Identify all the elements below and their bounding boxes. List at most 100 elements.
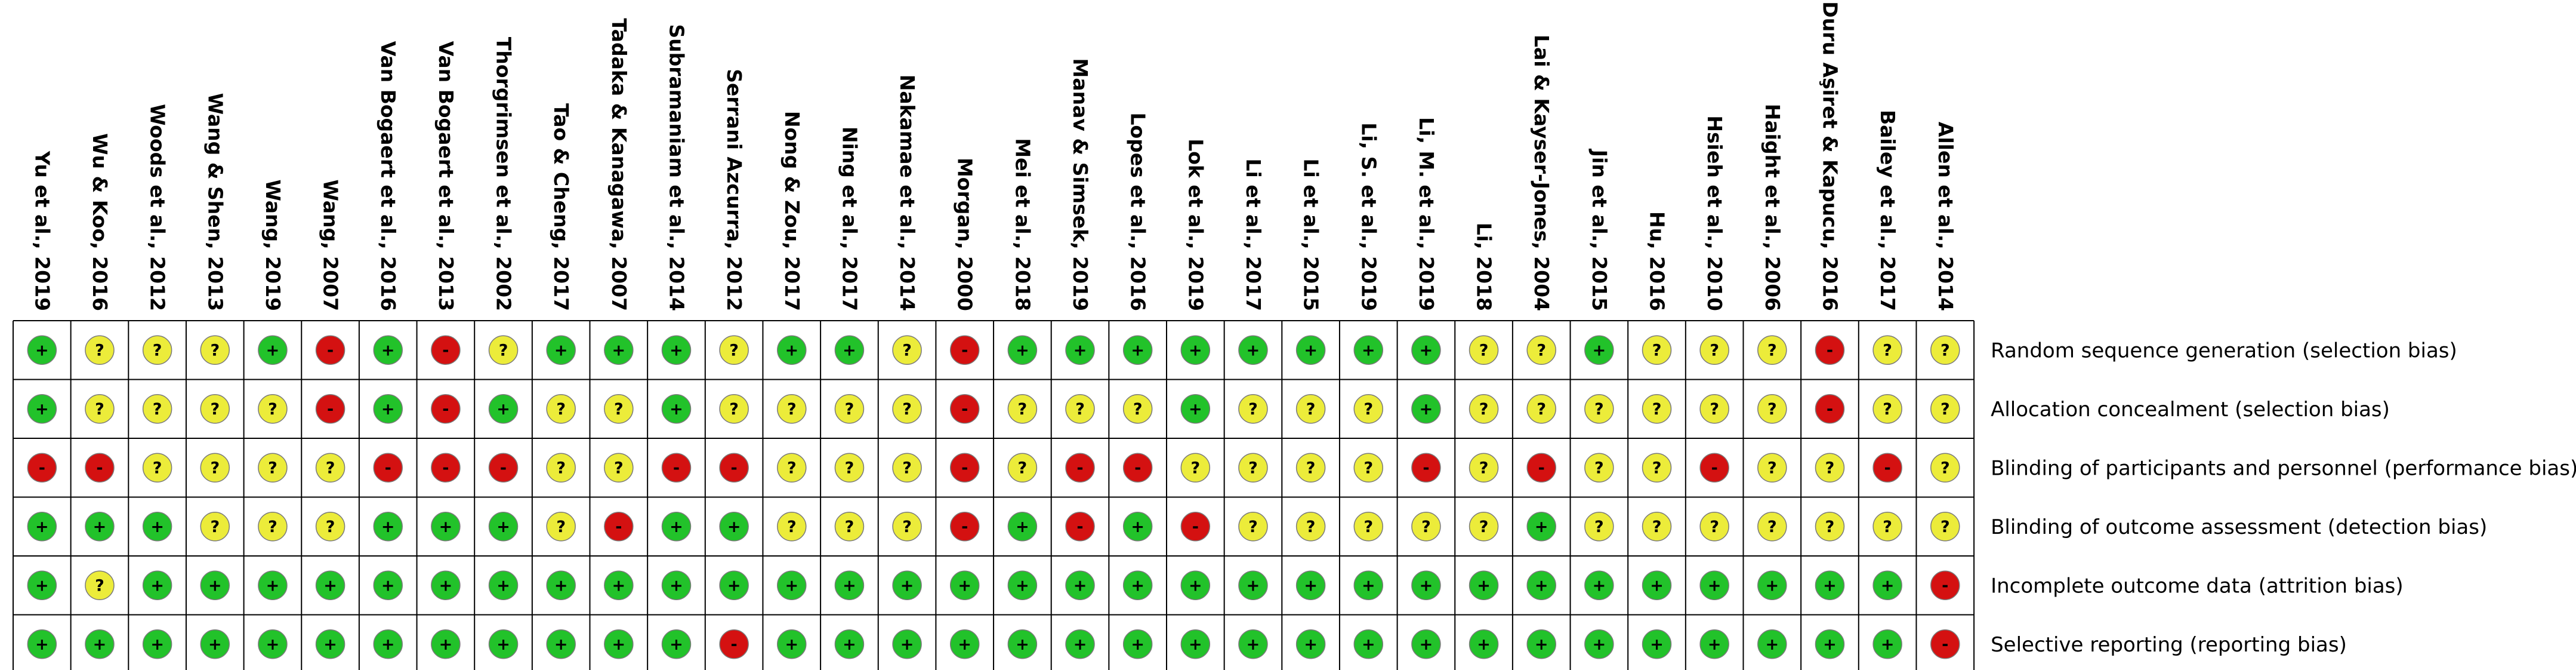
judgement-circle — [200, 570, 230, 600]
study-label: Mei et al., 2018 — [1011, 138, 1034, 311]
judgement-circle — [1526, 629, 1556, 659]
judgement-symbol: ? — [902, 459, 912, 477]
judgement-circle — [258, 570, 288, 600]
judgement-low: + — [1526, 570, 1556, 600]
judgement-low: + — [949, 570, 980, 600]
judgement-unclear: ? — [315, 512, 345, 542]
judgement-circle — [85, 453, 115, 482]
judgement-symbol: + — [1650, 635, 1664, 654]
judgement-circle — [488, 394, 519, 424]
judgement-symbol: + — [785, 635, 798, 654]
judgement-circle — [258, 512, 288, 542]
judgement-symbol: + — [208, 635, 222, 654]
judgement-low: + — [1353, 570, 1384, 600]
judgement-circle — [949, 453, 980, 482]
judgement-circle — [546, 629, 576, 659]
judgement-circle — [661, 570, 692, 600]
judgement-circle — [1353, 394, 1384, 424]
judgement-circle — [1930, 629, 1960, 659]
judgement-low: + — [1815, 570, 1845, 600]
study-label: Allen et al., 2014 — [1934, 122, 1957, 311]
judgement-unclear: ? — [258, 512, 288, 542]
judgement-circle — [373, 335, 403, 365]
judgement-symbol: + — [1016, 341, 1029, 359]
study-label: Tadaka & Kanagawa, 2007 — [607, 18, 631, 311]
judgement-symbol: ? — [1941, 459, 1950, 477]
judgement-low: + — [1238, 629, 1268, 659]
judgement-circle — [834, 453, 865, 482]
judgement-circle — [661, 512, 692, 542]
study-label: Manav & Simsek, 2019 — [1069, 59, 1092, 311]
judgement-low: + — [1411, 335, 1441, 365]
judgement-low: + — [777, 629, 807, 659]
judgement-circle — [892, 394, 922, 424]
judgement-low: + — [1642, 570, 1672, 600]
judgement-circle — [142, 512, 172, 542]
judgement-low: + — [27, 629, 57, 659]
judgement-low: + — [1411, 394, 1441, 424]
judgement-symbol: + — [843, 341, 856, 359]
judgement-symbol: ? — [1537, 400, 1546, 419]
judgement-unclear: ? — [1815, 453, 1845, 482]
judgement-symbol: - — [1827, 400, 1833, 419]
judgement-symbol: + — [1362, 341, 1375, 359]
domain-label: Blinding of outcome assessment (detectio… — [1991, 515, 2487, 539]
judgement-low: + — [661, 335, 692, 365]
judgement-circle — [1815, 335, 1845, 365]
judgement-low: + — [1872, 570, 1902, 600]
judgement-circle — [1642, 335, 1672, 365]
judgement-circle — [546, 453, 576, 482]
judgement-unclear: ? — [892, 512, 922, 542]
study-label: Wang, 2007 — [319, 180, 343, 311]
judgement-unclear: ? — [777, 394, 807, 424]
judgement-low: + — [1238, 570, 1268, 600]
judgement-low: + — [1122, 335, 1153, 365]
judgement-symbol: ? — [268, 518, 277, 536]
judgement-unclear: ? — [1930, 335, 1960, 365]
judgement-high: - — [1065, 453, 1095, 482]
judgement-symbol: ? — [902, 518, 912, 536]
judgement-low: + — [142, 629, 172, 659]
judgement-symbol: + — [1304, 576, 1318, 595]
judgement-unclear: ? — [142, 453, 172, 482]
judgement-symbol: + — [1073, 635, 1087, 654]
judgement-symbol: + — [1420, 635, 1433, 654]
judgement-symbol: + — [727, 576, 741, 595]
judgement-circle — [315, 512, 345, 542]
judgement-unclear: ? — [1815, 512, 1845, 542]
judgement-high: - — [949, 394, 980, 424]
judgement-circle — [85, 512, 115, 542]
study-label: Woods et al., 2012 — [146, 104, 169, 311]
judgement-symbol: - — [1711, 459, 1718, 477]
judgement-circle — [27, 629, 57, 659]
judgement-circle — [1122, 335, 1153, 365]
judgement-circle — [200, 512, 230, 542]
judgement-symbol: + — [1766, 576, 1779, 595]
judgement-low: + — [777, 570, 807, 600]
judgement-unclear: ? — [258, 453, 288, 482]
judgement-circle — [949, 335, 980, 365]
judgement-symbol: ? — [1941, 341, 1950, 359]
judgement-symbol: ? — [1941, 400, 1950, 419]
judgement-symbol: + — [1016, 576, 1029, 595]
judgement-high: - — [373, 453, 403, 482]
judgement-symbol: + — [843, 635, 856, 654]
judgement-symbol: ? — [845, 518, 854, 536]
judgement-symbol: ? — [556, 518, 566, 536]
judgement-circle — [604, 512, 634, 542]
judgement-symbol: + — [1420, 400, 1433, 419]
judgement-low: + — [1584, 335, 1614, 365]
judgement-high: - — [949, 335, 980, 365]
judgement-circle — [373, 629, 403, 659]
judgement-unclear: ? — [1584, 394, 1614, 424]
judgement-symbol: + — [1823, 635, 1837, 654]
judgement-symbol: ? — [1537, 341, 1546, 359]
judgement-circle — [373, 570, 403, 600]
judgement-low: + — [27, 394, 57, 424]
judgement-unclear: ? — [1584, 453, 1614, 482]
judgement-circle — [892, 335, 922, 365]
domain-label: Allocation concealment (selection bias) — [1991, 398, 2390, 422]
judgement-symbol: + — [323, 576, 337, 595]
judgement-symbol: + — [958, 635, 971, 654]
judgement-high: - — [431, 453, 461, 482]
